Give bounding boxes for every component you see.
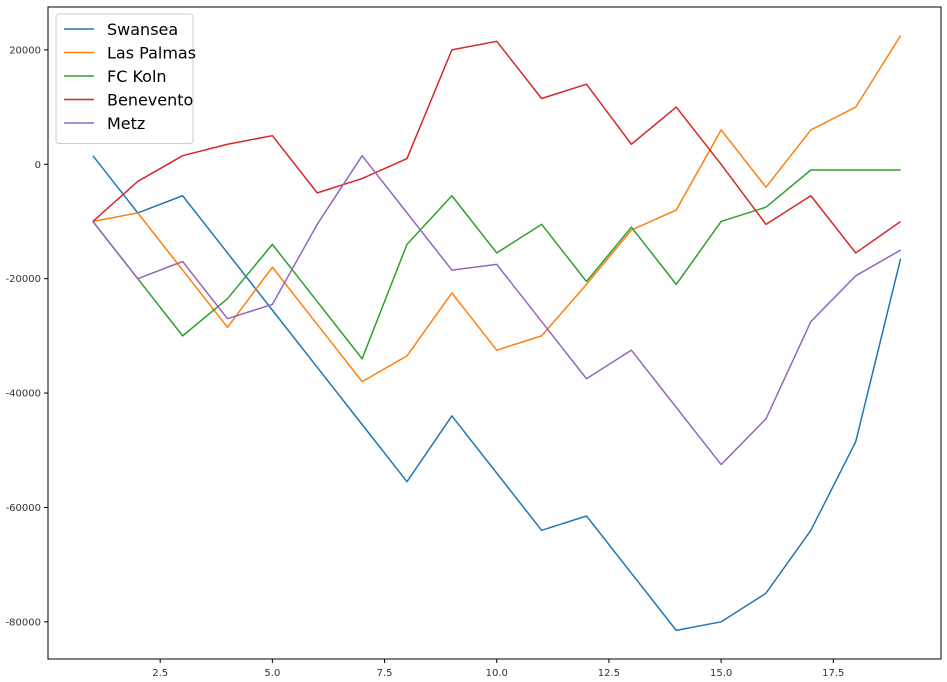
x-tick-label: 2.5 <box>152 668 168 679</box>
x-tick-label: 15.0 <box>710 668 732 679</box>
legend-label: Las Palmas <box>107 44 196 63</box>
legend-label: Metz <box>107 114 145 133</box>
x-tick-label: 12.5 <box>598 668 620 679</box>
plot-area <box>48 7 941 659</box>
y-tick-label: 20000 <box>9 45 41 56</box>
plot-frame <box>47 6 942 660</box>
series-line-las-palmas <box>92 35 902 383</box>
legend-box <box>55 13 194 144</box>
legend: Swansea Las Palmas FC Koln Benevento Metz <box>55 13 196 144</box>
y-tick-label: -60000 <box>6 503 41 514</box>
y-tick-label: -20000 <box>6 274 41 285</box>
series-line-benevento <box>92 40 902 254</box>
series-line-fc-koln <box>92 169 901 360</box>
y-tick-label: 0 <box>35 160 41 171</box>
x-tick-label: 17.5 <box>822 668 844 679</box>
y-tick-label: -80000 <box>6 617 41 628</box>
x-tick-label: 7.5 <box>377 668 393 679</box>
legend-label: FC Koln <box>107 67 167 86</box>
series-line-swansea <box>92 155 902 632</box>
legend-label: Benevento <box>107 91 193 110</box>
series-line-metz <box>92 154 901 466</box>
legend-label: Swansea <box>107 20 178 39</box>
y-tick-label: -40000 <box>6 389 41 400</box>
x-tick-label: 10.0 <box>486 668 508 679</box>
x-tick-label: 5.0 <box>264 668 280 679</box>
series-layer <box>92 35 902 632</box>
axes-layer: 2.5 5.0 7.5 10.0 12.5 15.0 17.5 20000 0 -20000 -40… <box>6 45 845 679</box>
